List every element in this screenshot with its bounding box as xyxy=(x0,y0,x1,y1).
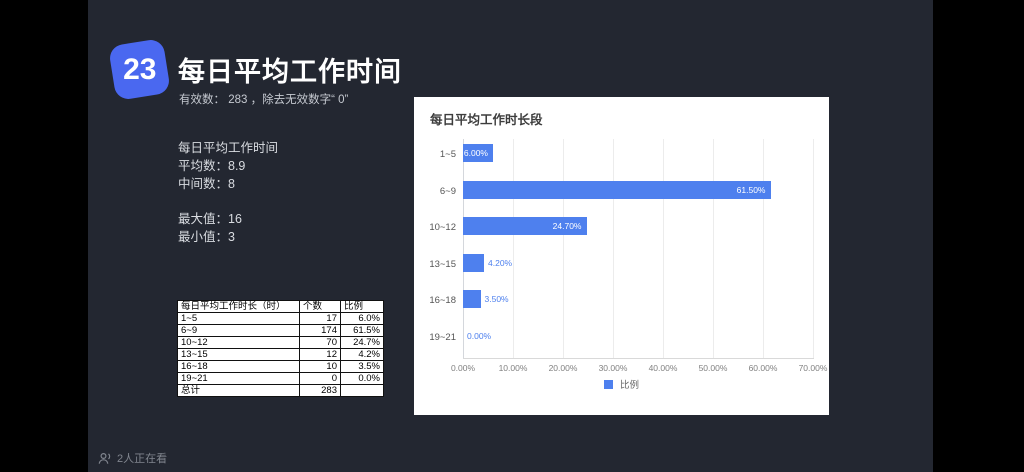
bar-row: 10~12 24.70% xyxy=(414,212,829,248)
bar-chart-plot: 0.00% 10.00% 20.00% 30.00% 40.00% 50.00% 60.00… xyxy=(414,97,829,415)
gridline xyxy=(463,139,464,358)
slide-title: 每日平均工作时间 xyxy=(178,57,402,87)
bar: 6.00% xyxy=(463,144,493,162)
bar-row: 1~5 6.00% xyxy=(414,139,829,175)
table-cell: 19~21 xyxy=(177,372,300,385)
bar xyxy=(463,253,484,272)
gridline xyxy=(613,139,614,358)
bar-row: 16~18 3.50% xyxy=(414,285,829,321)
table-cell: 4.2% xyxy=(340,348,384,361)
x-tick-label: 40.00% xyxy=(648,363,678,373)
table-cell: 16~18 xyxy=(177,360,300,373)
bar-value-label: 3.50% xyxy=(484,294,509,304)
x-tick-label: 10.00% xyxy=(498,363,528,373)
slide-canvas[interactable]: 23 每日平均工作时间 有效数： 283 ，除去无效数字“ 0” 每日平均工作时… xyxy=(88,0,933,472)
table-row: 13~15 12 4.2% xyxy=(177,348,384,361)
table-cell: 12 xyxy=(299,348,341,361)
viewers-status[interactable]: 2人正在看 xyxy=(98,450,167,466)
category-label: 16~18 xyxy=(429,295,456,306)
table-cell: 10~12 xyxy=(177,336,300,349)
x-tick-label: 50.00% xyxy=(698,363,728,373)
gridline xyxy=(663,139,664,358)
stats-block: 每日平均工作时间 平均数：8.9 中间数：8 最大值：16 最小值：3 xyxy=(178,139,278,246)
category-label: 1~5 xyxy=(439,149,456,160)
bar-value-label: 24.70% xyxy=(552,221,582,231)
gridline xyxy=(763,139,764,358)
category-label: 19~21 xyxy=(429,331,456,343)
table-cell: 13~15 xyxy=(177,348,300,361)
slide-subtitle: 有效数： 283 ，除去无效数字“ 0” xyxy=(179,94,349,106)
stats-line-mean: 平均数：8.9 xyxy=(178,159,246,173)
chart-title: 每日平均工作时长段 xyxy=(430,113,543,127)
gridline xyxy=(513,139,514,358)
category-label: 6~9 xyxy=(439,185,456,197)
table-header-cell: 每日平均工作时长（时） xyxy=(177,300,300,313)
table-row: 6~9 174 61.5% xyxy=(177,324,384,337)
x-tick-label: 20.00% xyxy=(548,363,578,373)
x-tick-label: 60.00% xyxy=(748,363,778,373)
stats-line-median: 中间数：8 xyxy=(178,177,235,191)
table-cell: 174 xyxy=(299,324,341,337)
bar-value-label: 6.00% xyxy=(463,148,488,158)
gridline xyxy=(563,139,564,358)
x-tick-label: 0.00% xyxy=(450,363,476,373)
table-header-row: 每日平均工作时长（时） 个数 比例 xyxy=(177,300,384,313)
table-cell xyxy=(340,384,384,397)
table-cell: 24.7% xyxy=(340,336,384,349)
stats-heading: 每日平均工作时间 xyxy=(178,141,279,155)
category-label: 13~15 xyxy=(429,258,456,270)
stats-line-min: 最小值：3 xyxy=(178,230,235,244)
viewers-text: 2人正在看 xyxy=(117,453,168,465)
chart-panel: 每日平均工作时长段 0.00% 10.00% 20.00% 30.00% 40.00% 5… xyxy=(414,97,829,415)
table-cell: 6~9 xyxy=(177,324,300,337)
table-cell: 17 xyxy=(299,312,341,325)
table-header-cell: 个数 xyxy=(299,300,341,313)
bar-value-label: 0.00% xyxy=(467,330,492,341)
table-row: 16~18 10 3.5% xyxy=(177,360,384,373)
table-cell: 283 xyxy=(299,384,341,397)
table-cell: 总计 xyxy=(177,384,300,397)
viewers-icon xyxy=(98,452,111,464)
x-axis-line xyxy=(463,358,814,359)
table-cell: 61.5% xyxy=(340,324,384,337)
bar-row: 19~21 0.00% xyxy=(414,322,829,358)
table-cell: 3.5% xyxy=(340,360,384,373)
table-cell: 0 xyxy=(299,372,341,385)
chart-legend: 比例 xyxy=(414,377,829,391)
table-header-cell: 比例 xyxy=(340,300,384,313)
table-cell: 1~5 xyxy=(177,312,300,325)
gridline xyxy=(813,139,814,358)
table-row: 19~21 0 0.0% xyxy=(177,372,384,385)
table-cell: 0.0% xyxy=(340,372,384,385)
table-cell: 10 xyxy=(299,360,341,373)
bar-value-label: 4.20% xyxy=(488,257,513,268)
category-label: 10~12 xyxy=(429,222,456,233)
x-tick-label: 30.00% xyxy=(598,363,628,373)
gridline xyxy=(713,139,714,358)
bar-row: 13~15 4.20% xyxy=(414,249,829,285)
table-row: 1~5 17 6.0% xyxy=(177,312,384,325)
bar: 61.50% xyxy=(463,180,771,199)
summary-table: 每日平均工作时长（时） 个数 比例 1~5 17 6.0% 6~9 174 61.5% 10~12… xyxy=(177,300,384,397)
bar xyxy=(463,290,481,308)
slide-number-badge: 23 xyxy=(108,38,171,101)
stats-line-max: 最大值：16 xyxy=(178,212,242,226)
table-row: 总计 283 xyxy=(177,384,384,397)
bar-value-label: 61.50% xyxy=(736,184,766,195)
table-row: 10~12 70 24.7% xyxy=(177,336,384,349)
slide-number: 23 xyxy=(122,52,157,86)
table-cell: 70 xyxy=(299,336,341,349)
legend-label: 比例 xyxy=(619,380,639,391)
bar: 24.70% xyxy=(463,217,587,235)
legend-swatch xyxy=(603,379,613,389)
bar-row: 6~9 61.50% xyxy=(414,176,829,212)
x-tick-label: 70.00% xyxy=(798,363,828,373)
table-cell: 6.0% xyxy=(340,312,384,325)
